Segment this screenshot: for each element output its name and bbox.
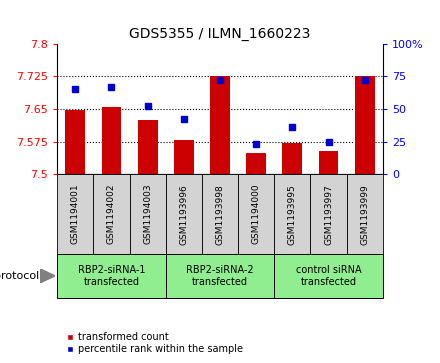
Bar — [347, 174, 383, 254]
Text: protocol: protocol — [0, 271, 40, 281]
Bar — [355, 76, 375, 174]
Bar — [174, 140, 194, 174]
Bar — [311, 174, 347, 254]
Bar — [238, 174, 274, 254]
Bar — [274, 174, 311, 254]
Bar — [166, 254, 274, 298]
Legend: transformed count, percentile rank within the sample: transformed count, percentile rank withi… — [62, 329, 246, 358]
Bar — [274, 254, 383, 298]
Text: GSM1193995: GSM1193995 — [288, 184, 297, 245]
Bar — [102, 107, 121, 174]
Polygon shape — [40, 269, 55, 283]
Bar — [282, 143, 302, 174]
Text: GSM1194001: GSM1194001 — [71, 184, 80, 245]
Text: RBP2-siRNA-2
transfected: RBP2-siRNA-2 transfected — [186, 265, 254, 287]
Text: GSM1193996: GSM1193996 — [180, 184, 188, 245]
Bar — [66, 110, 85, 174]
Bar — [246, 153, 266, 174]
Bar — [202, 174, 238, 254]
Text: GSM1193999: GSM1193999 — [360, 184, 369, 245]
Bar — [210, 76, 230, 174]
Bar — [166, 174, 202, 254]
Title: GDS5355 / ILMN_1660223: GDS5355 / ILMN_1660223 — [129, 27, 311, 41]
Bar — [93, 174, 129, 254]
Bar — [138, 120, 158, 174]
Bar — [57, 254, 166, 298]
Text: GSM1193997: GSM1193997 — [324, 184, 333, 245]
Bar — [129, 174, 166, 254]
Text: GSM1194000: GSM1194000 — [252, 184, 260, 245]
Text: RBP2-siRNA-1
transfected: RBP2-siRNA-1 transfected — [78, 265, 145, 287]
Text: GSM1193998: GSM1193998 — [216, 184, 224, 245]
Text: GSM1194002: GSM1194002 — [107, 184, 116, 244]
Text: control siRNA
transfected: control siRNA transfected — [296, 265, 361, 287]
Bar — [319, 151, 338, 174]
Bar — [57, 174, 93, 254]
Text: GSM1194003: GSM1194003 — [143, 184, 152, 245]
